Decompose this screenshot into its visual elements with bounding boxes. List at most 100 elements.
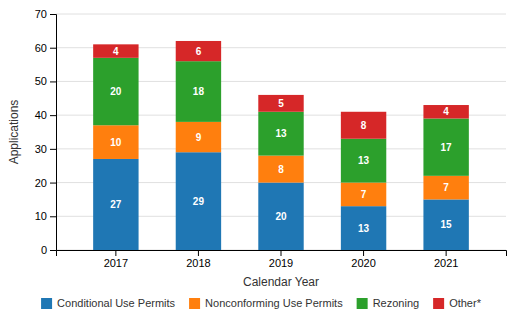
bar <box>423 199 468 250</box>
series <box>93 122 469 206</box>
series <box>93 41 469 139</box>
x-tick-mark <box>115 250 116 256</box>
data-label: 20 <box>275 211 287 222</box>
bars <box>93 41 469 250</box>
x-tick-label: 2021 <box>434 257 458 269</box>
y-tick: 30 <box>35 143 56 155</box>
y-tick-mark <box>50 14 56 15</box>
bar <box>341 112 386 139</box>
y-tick-label: 10 <box>35 210 47 222</box>
legend-item: Nonconforming Use Permits <box>189 297 343 309</box>
y-tick-mark <box>50 183 56 184</box>
bar <box>341 183 386 207</box>
data-label: 5 <box>278 98 284 109</box>
grid-line <box>56 14 506 15</box>
y-axis: 0 10 20 30 40 50 60 70 <box>35 8 57 256</box>
data-labels: 2729201315109877201813131746584 <box>110 46 452 234</box>
series <box>93 152 469 250</box>
y-tick: 50 <box>35 75 56 87</box>
data-label: 13 <box>275 128 287 139</box>
bar <box>93 125 138 159</box>
data-label: 13 <box>358 223 370 234</box>
legend-swatch <box>357 298 368 309</box>
legend-item: Conditional Use Permits <box>41 297 175 309</box>
y-tick-mark <box>50 216 56 217</box>
x-tick-label: 2020 <box>351 257 375 269</box>
bar <box>93 44 138 57</box>
legend: Conditional Use Permits Nonconforming Use… <box>41 297 482 309</box>
bar <box>341 139 386 183</box>
bar <box>341 206 386 250</box>
data-label: 17 <box>441 142 453 153</box>
y-tick-label: 50 <box>35 75 47 87</box>
series <box>93 58 469 183</box>
bar <box>258 95 303 112</box>
legend-item: Other* <box>433 297 482 309</box>
plot-area: 2729201315109877201813131746584201720182… <box>35 8 507 269</box>
y-tick: 20 <box>35 177 56 189</box>
data-label: 20 <box>110 86 122 97</box>
grid <box>56 14 506 250</box>
bar <box>176 152 221 250</box>
bar <box>423 105 468 118</box>
data-label: 4 <box>443 106 449 117</box>
x-tick-mark <box>446 250 447 256</box>
bar <box>423 176 468 200</box>
chart: 2729201315109877201813131746584201720182… <box>0 0 522 320</box>
x-tick-mark <box>281 250 282 256</box>
y-tick-label: 30 <box>35 143 47 155</box>
y-tick-label: 0 <box>41 244 47 256</box>
bar <box>423 119 468 176</box>
data-label: 7 <box>443 182 449 193</box>
y-tick: 10 <box>35 210 56 222</box>
x-tick: 2019 <box>269 250 293 269</box>
x-axis-title: Calendar Year <box>243 275 319 289</box>
x-tick: 2017 <box>104 250 128 269</box>
bar <box>258 112 303 156</box>
legend-label: Rezoning <box>373 297 419 309</box>
data-label: 29 <box>193 196 205 207</box>
y-tick-mark <box>50 115 56 116</box>
y-tick-label: 20 <box>35 177 47 189</box>
data-label: 9 <box>196 132 202 143</box>
data-label: 7 <box>361 189 367 200</box>
bar <box>176 122 221 152</box>
y-axis-title: Applications <box>7 100 21 165</box>
legend-label: Conditional Use Permits <box>57 297 175 309</box>
data-label: 10 <box>110 137 122 148</box>
x-tick: 2021 <box>434 250 458 269</box>
y-tick-mark <box>50 48 56 49</box>
data-label: 6 <box>196 46 202 57</box>
bar <box>93 58 138 125</box>
data-label: 15 <box>441 219 453 230</box>
y-tick: 60 <box>35 42 56 54</box>
y-tick-mark <box>50 81 56 82</box>
x-tick-label: 2019 <box>269 257 293 269</box>
bar <box>93 159 138 250</box>
bar <box>258 156 303 183</box>
bar <box>176 61 221 122</box>
y-tick-mark <box>50 250 56 251</box>
legend-label: Nonconforming Use Permits <box>205 297 343 309</box>
y-axis-line <box>50 15 57 251</box>
x-tick-mark <box>363 250 364 256</box>
y-tick-label: 40 <box>35 109 47 121</box>
legend-swatch <box>433 298 444 309</box>
data-label: 13 <box>358 155 370 166</box>
x-tick-mark <box>198 250 199 256</box>
y-tick: 0 <box>41 244 56 256</box>
x-axis-line <box>57 251 507 257</box>
bar <box>176 41 221 61</box>
y-tick-mark <box>50 149 56 150</box>
y-tick: 40 <box>35 109 56 121</box>
data-label: 27 <box>110 199 122 210</box>
data-label: 8 <box>278 164 284 175</box>
data-label: 18 <box>193 86 205 97</box>
legend-label: Other* <box>449 297 482 309</box>
y-tick-label: 70 <box>35 8 47 20</box>
legend-swatch <box>41 298 52 309</box>
bar <box>258 183 303 250</box>
y-tick: 70 <box>35 8 56 20</box>
legend-swatch <box>189 298 200 309</box>
x-tick-label: 2017 <box>104 257 128 269</box>
